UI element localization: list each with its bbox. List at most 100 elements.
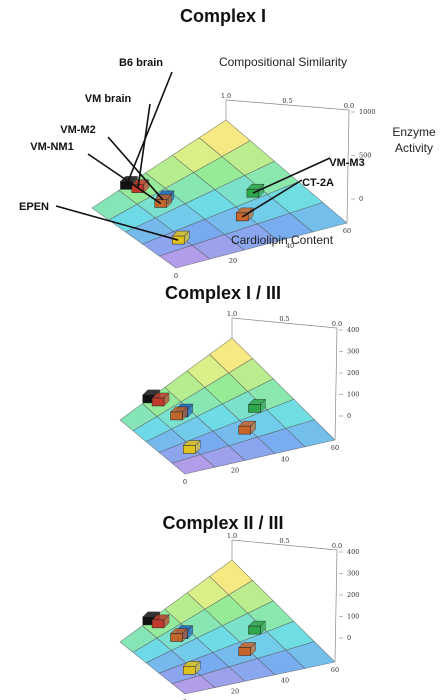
activity-tick-label: 400 xyxy=(347,326,359,334)
cube-front xyxy=(183,445,196,454)
frame-edge xyxy=(334,327,338,441)
sample-label: VM-M2 xyxy=(60,124,95,136)
cardiolipin-tick-label: 40 xyxy=(286,242,294,250)
cube-side xyxy=(195,660,201,675)
sample-marker-vm-nm1 xyxy=(169,627,189,643)
activity-tick-label: 500 xyxy=(359,152,371,160)
cardiolipin-tick-label: 20 xyxy=(231,467,239,475)
cardiolipin-tick-label: 40 xyxy=(281,677,289,685)
sample-marker-vm-brain xyxy=(151,614,170,629)
activity-tick-label: 200 xyxy=(347,591,359,599)
activity-tick-label: 0 xyxy=(347,412,351,420)
cube-front xyxy=(248,625,261,635)
cube-side xyxy=(260,398,266,414)
sample-marker-ct-2a xyxy=(238,641,257,657)
cube-side xyxy=(182,406,188,421)
similarity-tick-label: 0.5 xyxy=(279,537,289,545)
cube-side xyxy=(163,392,170,407)
cube-front xyxy=(170,633,183,642)
similarity-tick-label: 1.0 xyxy=(227,310,237,318)
activity-axis-label: Enzyme xyxy=(392,125,436,139)
activity-tick-label: 300 xyxy=(347,348,359,356)
leader-line xyxy=(107,136,164,201)
chart-complex-i: 1.0 0.5 0.0 1000 500 0 0 20 40 60 B6 brain VM brain… xyxy=(19,55,436,280)
similarity-tick-label: 0.5 xyxy=(279,315,289,323)
sample-marker-epen xyxy=(182,660,201,675)
activity-tick-label: 300 xyxy=(347,570,359,578)
similarity-axis-label: Compositional Similarity xyxy=(219,55,347,69)
sample-label: VM-M3 xyxy=(329,157,364,169)
leader-line xyxy=(241,179,303,218)
cardiolipin-tick-label: 20 xyxy=(229,257,237,265)
sample-label: CT-2A xyxy=(302,177,334,189)
cube-side xyxy=(163,614,170,629)
cube-side xyxy=(166,193,172,209)
activity-tick-label: 0 xyxy=(359,195,363,203)
cardiolipin-tick-label: 40 xyxy=(281,455,289,463)
activity-tick-label: 400 xyxy=(347,548,359,556)
cube-side xyxy=(258,183,265,198)
activity-tick-label: 0 xyxy=(347,634,351,642)
activity-tick-label: 100 xyxy=(347,391,359,399)
chart-complex-i-iii: 1.0 0.5 0.0 400 300 200 100 0 0 20 40 60 xyxy=(119,310,359,486)
cube-side xyxy=(195,439,201,455)
cube-side xyxy=(250,641,256,657)
axis-frame xyxy=(225,99,350,224)
sample-label: EPEN xyxy=(19,201,49,213)
sample-marker-ct-2a xyxy=(238,420,257,435)
sample-marker-vm-m3 xyxy=(247,620,267,635)
sample-marker-vm-m3 xyxy=(247,398,267,414)
similarity-tick-label: 1.0 xyxy=(227,532,237,540)
cube-front xyxy=(151,619,165,629)
leader-line xyxy=(55,205,179,241)
cube-front xyxy=(183,666,196,675)
frame-edge xyxy=(334,549,338,663)
cube-side xyxy=(250,420,256,435)
cube-side xyxy=(182,627,188,643)
surface xyxy=(119,559,336,695)
leader-line xyxy=(87,153,162,205)
sample-label: B6 brain xyxy=(119,57,163,69)
frame-edge xyxy=(346,109,350,224)
chart-title-complex-i-iii: Complex I / III xyxy=(164,283,282,303)
cube-front xyxy=(246,188,260,198)
frame-edge xyxy=(225,99,350,111)
cube-side xyxy=(183,230,190,245)
chart-title-complex-i: Complex I xyxy=(179,6,267,26)
cube-side xyxy=(260,620,266,635)
cardiolipin-tick-label: 60 xyxy=(343,227,351,235)
cube-front xyxy=(170,411,183,421)
similarity-tick-label: 0.0 xyxy=(332,542,342,550)
cardiolipin-tick-label: 60 xyxy=(331,666,339,674)
similarity-tick-label: 0.0 xyxy=(332,320,342,328)
similarity-tick-label: 1.0 xyxy=(221,92,231,100)
cardiolipin-axis-label: Cardiolipin Content xyxy=(231,233,334,247)
cube-front xyxy=(151,397,165,407)
sample-marker-epen xyxy=(182,439,201,455)
activity-tick-label: 200 xyxy=(347,369,359,377)
activity-tick-label: 1000 xyxy=(359,108,376,116)
cardiolipin-tick-label: 0 xyxy=(183,478,187,486)
cardiolipin-tick-label: 0 xyxy=(174,272,178,280)
sample-marker-vm-brain xyxy=(151,392,170,407)
axis-frame xyxy=(231,539,338,663)
axis-frame xyxy=(231,317,338,441)
similarity-tick-label: 0.0 xyxy=(344,102,354,110)
chart-title-complex-ii-iii: Complex II / III xyxy=(162,513,284,533)
similarity-tick-label: 0.5 xyxy=(282,97,292,105)
frame-edge xyxy=(231,539,338,551)
frame-edge xyxy=(231,317,338,329)
activity-tick-label: 100 xyxy=(347,613,359,621)
cardiolipin-tick-label: 20 xyxy=(231,687,239,695)
cube-front xyxy=(238,647,251,656)
sample-marker-vm-nm1 xyxy=(169,406,189,421)
sample-label: VM-NM1 xyxy=(30,141,73,153)
cube-side xyxy=(187,625,194,640)
activity-axis-label: Activity xyxy=(395,141,433,155)
cube-side xyxy=(187,403,194,418)
cube-front xyxy=(248,404,261,413)
leader-line xyxy=(252,157,331,194)
cardiolipin-tick-label: 60 xyxy=(331,444,339,452)
sample-label: VM brain xyxy=(85,93,132,105)
